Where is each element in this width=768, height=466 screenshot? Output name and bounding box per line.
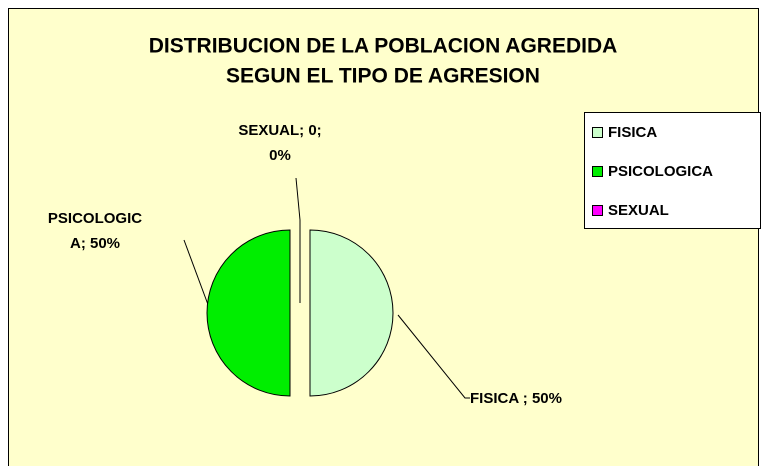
data-label: SEXUAL; 0; 0%	[238, 122, 322, 164]
pie-slice	[206, 229, 291, 397]
chart-area	[8, 8, 759, 466]
chart-title: DISTRIBUCION DE LA POBLACION AGREDIDA	[149, 35, 618, 58]
data-label: PSICOLOGICA; 50%	[47, 210, 143, 252]
leader-line	[397, 314, 470, 399]
legend-swatch	[592, 127, 603, 138]
legend-swatch	[592, 166, 603, 177]
legend-label: FISICA	[608, 124, 657, 141]
chart-title: SEGUN EL TIPO DE AGRESION	[226, 65, 540, 88]
data-label: FISICA ; 50%	[470, 390, 562, 407]
legend-swatch	[592, 205, 603, 216]
leader-line	[183, 239, 211, 311]
leader-lines	[183, 177, 470, 399]
legend-label: SEXUAL	[608, 202, 669, 219]
leader-line	[295, 177, 301, 221]
pie-slice	[309, 229, 394, 397]
legend-label: PSICOLOGICA	[608, 163, 713, 180]
legend	[584, 112, 761, 229]
